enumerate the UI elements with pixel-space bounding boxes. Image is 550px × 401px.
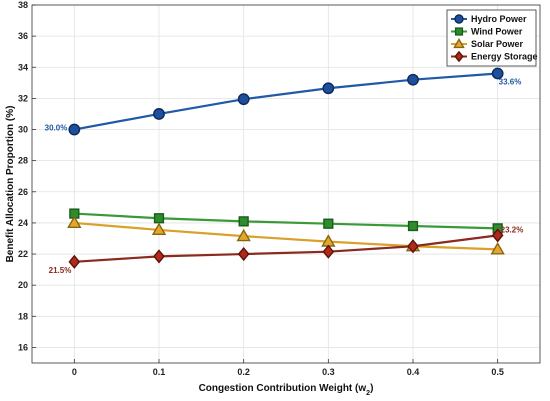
data-label: 21.5% <box>49 266 72 275</box>
data-point-solar-power <box>67 215 82 229</box>
legend-entry-hydro-power: Hydro Power <box>451 14 527 24</box>
y-tick-label: 28 <box>18 156 28 166</box>
plot-frame <box>31 4 541 364</box>
x-tick-label: 0.4 <box>407 367 420 377</box>
data-point-energy-storage <box>322 244 335 259</box>
y-tick-label: 32 <box>18 93 28 103</box>
x-axis-ticks: 0 0.1 0.2 0.3 0.4 0.5 <box>72 359 504 377</box>
y-tick-label: 18 <box>18 311 28 321</box>
data-point-hydro-power <box>491 67 504 80</box>
y-tick-label: 26 <box>18 187 28 197</box>
data-point-hydro-power <box>407 73 419 86</box>
data-point-wind-power <box>238 216 249 227</box>
x-tick-label: 0.3 <box>322 367 335 377</box>
data-label: 30.0% <box>45 124 68 133</box>
x-tick-label: 0 <box>72 367 77 377</box>
data-point-hydro-power <box>237 93 250 106</box>
y-tick-label: 16 <box>18 342 28 352</box>
y-tick-label: 36 <box>18 31 28 41</box>
series-energy-storage <box>68 228 504 269</box>
series-line-energy-storage <box>74 234 498 263</box>
y-tick-label: 20 <box>18 280 28 290</box>
x-tick-label: 0.1 <box>153 367 166 377</box>
data-point-wind-power <box>407 220 419 232</box>
y-axis-ticks: 16 18 20 22 24 26 28 30 32 34 36 38 <box>18 0 36 352</box>
x-tick-label: 0.2 <box>237 367 250 377</box>
legend-marker <box>454 50 464 63</box>
x-axis-title-end: ) <box>370 383 373 394</box>
series-line-solar-power <box>74 221 498 251</box>
data-point-wind-power <box>323 218 334 229</box>
data-point-hydro-power <box>153 108 165 120</box>
data-point-energy-storage <box>68 254 81 269</box>
x-tick-label: 0.5 <box>491 367 504 377</box>
data-label: 33.6% <box>499 77 522 86</box>
data-point-hydro-power <box>68 123 81 136</box>
data-point-energy-storage <box>491 228 504 243</box>
data-point-energy-storage <box>237 246 250 262</box>
y-tick-label: 30 <box>18 125 28 135</box>
data-point-energy-storage <box>407 239 419 254</box>
legend-entry-solar-power: Solar Power <box>451 37 524 49</box>
series-layer <box>67 67 505 269</box>
legend: Hydro Power Wind Power Solar Power Energy S… <box>446 9 538 67</box>
y-axis-title: Benefit Allocation Proportion (%) <box>5 106 16 263</box>
legend-entry-wind-power: Wind Power <box>451 27 523 37</box>
x-axis-title-main: Congestion Contribution Weight (w <box>199 383 367 394</box>
series-hydro-power <box>68 67 504 136</box>
y-tick-label: 34 <box>18 62 28 72</box>
data-point-wind-power <box>153 213 165 224</box>
legend-label: Energy Storage <box>471 52 538 62</box>
legend-entry-energy-storage: Energy Storage <box>451 50 538 63</box>
data-label: 23.2% <box>501 225 524 234</box>
legend-label: Solar Power <box>471 39 524 49</box>
data-point-hydro-power <box>322 82 335 95</box>
data-point-energy-storage <box>153 249 165 264</box>
legend-marker <box>453 37 465 49</box>
legend-marker <box>454 14 464 24</box>
data-point-solar-power <box>236 228 251 242</box>
legend-label: Hydro Power <box>471 14 527 24</box>
y-tick-label: 38 <box>18 0 28 10</box>
series-line-wind-power <box>74 212 498 230</box>
series-line-hydro-power <box>74 72 498 131</box>
y-tick-label: 22 <box>18 249 28 259</box>
data-labels: 30.0% 33.6% 21.5% 23.2% <box>45 77 524 274</box>
x-axis-title-subscript: 2 <box>366 390 370 397</box>
y-tick-label: 24 <box>18 218 28 228</box>
legend-label: Wind Power <box>471 27 523 37</box>
data-point-solar-power <box>490 241 505 255</box>
legend-marker <box>454 27 464 36</box>
x-axis-title: Congestion Contribution Weight (w2) <box>199 383 374 397</box>
data-point-solar-power <box>151 222 167 236</box>
